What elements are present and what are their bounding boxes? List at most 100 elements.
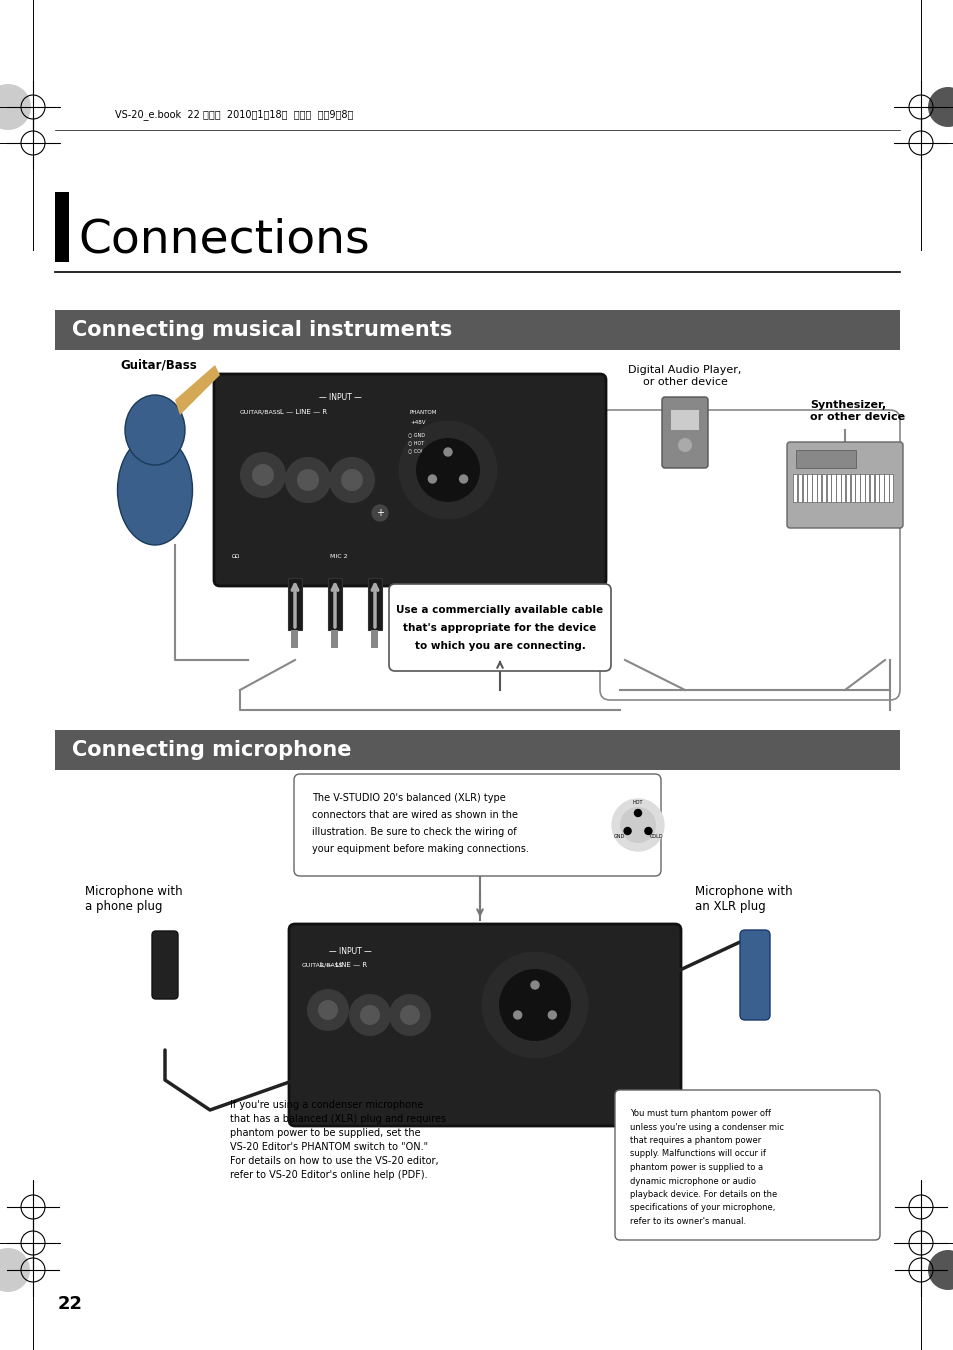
Circle shape [927, 1250, 953, 1291]
Ellipse shape [117, 435, 193, 545]
Circle shape [308, 990, 348, 1030]
FancyBboxPatch shape [599, 410, 899, 701]
Bar [55, 192, 69, 262]
Text: 22: 22 [58, 1295, 83, 1314]
Bar [801, 474, 806, 502]
Circle shape [399, 1004, 419, 1025]
Text: VS-20 Editor's PHANTOM switch to "ON.": VS-20 Editor's PHANTOM switch to "ON." [230, 1142, 428, 1152]
Text: Microphone with
an XLR plug: Microphone with an XLR plug [695, 886, 792, 913]
FancyBboxPatch shape [740, 930, 769, 1021]
Circle shape [0, 1247, 30, 1292]
Bar [55, 310, 899, 350]
Circle shape [416, 437, 479, 502]
Circle shape [286, 458, 330, 502]
Circle shape [623, 828, 631, 834]
FancyBboxPatch shape [389, 585, 610, 671]
Text: +48V: +48V [410, 420, 425, 424]
Bar [841, 474, 844, 502]
Text: Connections: Connections [78, 217, 369, 262]
Circle shape [644, 828, 651, 834]
Text: to which you are connecting.: to which you are connecting. [415, 641, 585, 651]
Text: Synthesizer,
or other device: Synthesizer, or other device [809, 400, 904, 421]
Bar [883, 474, 888, 502]
Circle shape [359, 1004, 379, 1025]
Text: Connecting microphone: Connecting microphone [71, 740, 351, 760]
Bar [371, 630, 378, 648]
Text: If you're using a condenser microphone: If you're using a condenser microphone [230, 1100, 423, 1110]
Circle shape [241, 454, 285, 497]
Text: — INPUT —: — INPUT — [318, 393, 361, 402]
Bar [830, 474, 835, 502]
Text: refer to VS-20 Editor's online help (PDF).: refer to VS-20 Editor's online help (PDF… [230, 1170, 427, 1180]
Text: dynamic microphone or audio: dynamic microphone or audio [629, 1176, 755, 1185]
Circle shape [372, 505, 388, 521]
Circle shape [634, 810, 640, 817]
FancyBboxPatch shape [615, 1089, 879, 1241]
Bar [869, 474, 873, 502]
Circle shape [612, 799, 663, 850]
Bar [836, 474, 840, 502]
Text: ○ GND: ○ GND [408, 432, 424, 437]
Circle shape [296, 468, 318, 491]
Text: Microphone with
a phone plug: Microphone with a phone plug [85, 886, 182, 913]
Text: ○ COLD: ○ COLD [408, 448, 427, 454]
Text: — INPUT —: — INPUT — [328, 948, 371, 957]
Text: playback device. For details on the: playback device. For details on the [629, 1189, 777, 1199]
Bar [888, 474, 893, 502]
Text: GND: GND [613, 833, 624, 838]
FancyBboxPatch shape [289, 923, 680, 1126]
Bar [874, 474, 878, 502]
Circle shape [443, 448, 452, 456]
Bar [331, 630, 338, 648]
Ellipse shape [125, 396, 185, 464]
FancyBboxPatch shape [786, 441, 902, 528]
Circle shape [340, 468, 363, 491]
Text: supply. Malfunctions will occur if: supply. Malfunctions will occur if [629, 1149, 765, 1158]
Text: +: + [375, 508, 384, 518]
Text: refer to its owner's manual.: refer to its owner's manual. [629, 1216, 745, 1226]
Text: that's appropriate for the device: that's appropriate for the device [403, 622, 596, 633]
Circle shape [619, 807, 656, 842]
Text: You must turn phantom power off: You must turn phantom power off [629, 1108, 770, 1118]
Circle shape [513, 1011, 521, 1019]
Bar [816, 474, 821, 502]
Circle shape [927, 86, 953, 127]
Text: unless you're using a condenser mic: unless you're using a condenser mic [629, 1122, 783, 1131]
Text: For details on how to use the VS-20 editor,: For details on how to use the VS-20 edit… [230, 1156, 438, 1166]
Circle shape [498, 969, 571, 1041]
Circle shape [428, 475, 436, 483]
FancyBboxPatch shape [213, 374, 605, 586]
Circle shape [390, 995, 430, 1035]
Bar [328, 578, 341, 630]
Circle shape [399, 423, 496, 518]
Text: your equipment before making connections.: your equipment before making connections… [312, 844, 528, 855]
Text: Digital Audio Player,
or other device: Digital Audio Player, or other device [628, 364, 740, 386]
Circle shape [252, 464, 274, 486]
Bar [879, 474, 883, 502]
Circle shape [531, 981, 538, 990]
Text: L — LINE — R: L — LINE — R [280, 409, 327, 414]
Text: ○ HOT: ○ HOT [408, 440, 424, 446]
Bar [795, 450, 855, 468]
Bar [792, 474, 797, 502]
Bar [292, 630, 298, 648]
Bar [368, 578, 381, 630]
Text: L — LINE — R: L — LINE — R [319, 963, 367, 968]
Bar [288, 578, 302, 630]
Circle shape [350, 995, 390, 1035]
Text: MIC 2: MIC 2 [330, 554, 347, 559]
Text: GUITAR/BASS: GUITAR/BASS [240, 409, 281, 414]
Bar [855, 474, 859, 502]
Circle shape [678, 437, 691, 452]
Text: phantom power to be supplied, set the: phantom power to be supplied, set the [230, 1129, 420, 1138]
Circle shape [459, 475, 467, 483]
Text: The V-STUDIO 20's balanced (XLR) type: The V-STUDIO 20's balanced (XLR) type [312, 792, 505, 803]
Circle shape [548, 1011, 556, 1019]
Text: GUITAR/BASS: GUITAR/BASS [302, 963, 343, 968]
Bar [821, 474, 825, 502]
Bar [55, 730, 899, 769]
Text: specifications of your microphone,: specifications of your microphone, [629, 1203, 775, 1212]
Bar [797, 474, 801, 502]
Bar [811, 474, 816, 502]
Circle shape [317, 1000, 337, 1021]
